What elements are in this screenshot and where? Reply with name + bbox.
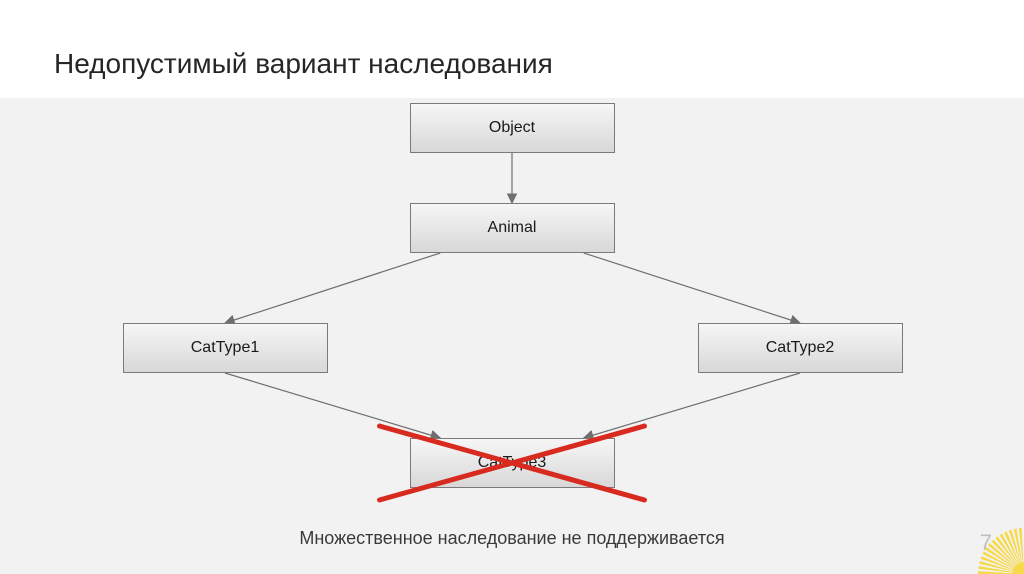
slide-caption: Множественное наследование не поддержива… bbox=[0, 528, 1024, 549]
node-cattype1: CatType1 bbox=[123, 323, 328, 373]
brand-logo-icon bbox=[976, 526, 1024, 574]
node-animal: Animal bbox=[410, 203, 615, 253]
node-label-cattype1: CatType1 bbox=[191, 339, 259, 357]
diagram-area: Object Animal CatType1 CatType2 CatType3 Мно… bbox=[0, 98, 1024, 574]
node-cattype3: CatType3 bbox=[410, 438, 615, 488]
title-area: Недопустимый вариант наследования bbox=[0, 0, 1024, 98]
edge-animal-cattype1 bbox=[225, 253, 440, 323]
slide-title: Недопустимый вариант наследования bbox=[54, 48, 553, 80]
node-label-object: Object bbox=[489, 119, 535, 137]
node-label-cattype3: CatType3 bbox=[478, 454, 546, 472]
edge-cattype1-cattype3 bbox=[225, 373, 440, 438]
edge-cattype2-cattype3 bbox=[584, 373, 800, 438]
node-label-animal: Animal bbox=[488, 219, 537, 237]
node-label-cattype2: CatType2 bbox=[766, 339, 834, 357]
edge-animal-cattype2 bbox=[584, 253, 800, 323]
node-cattype2: CatType2 bbox=[698, 323, 903, 373]
node-object: Object bbox=[410, 103, 615, 153]
